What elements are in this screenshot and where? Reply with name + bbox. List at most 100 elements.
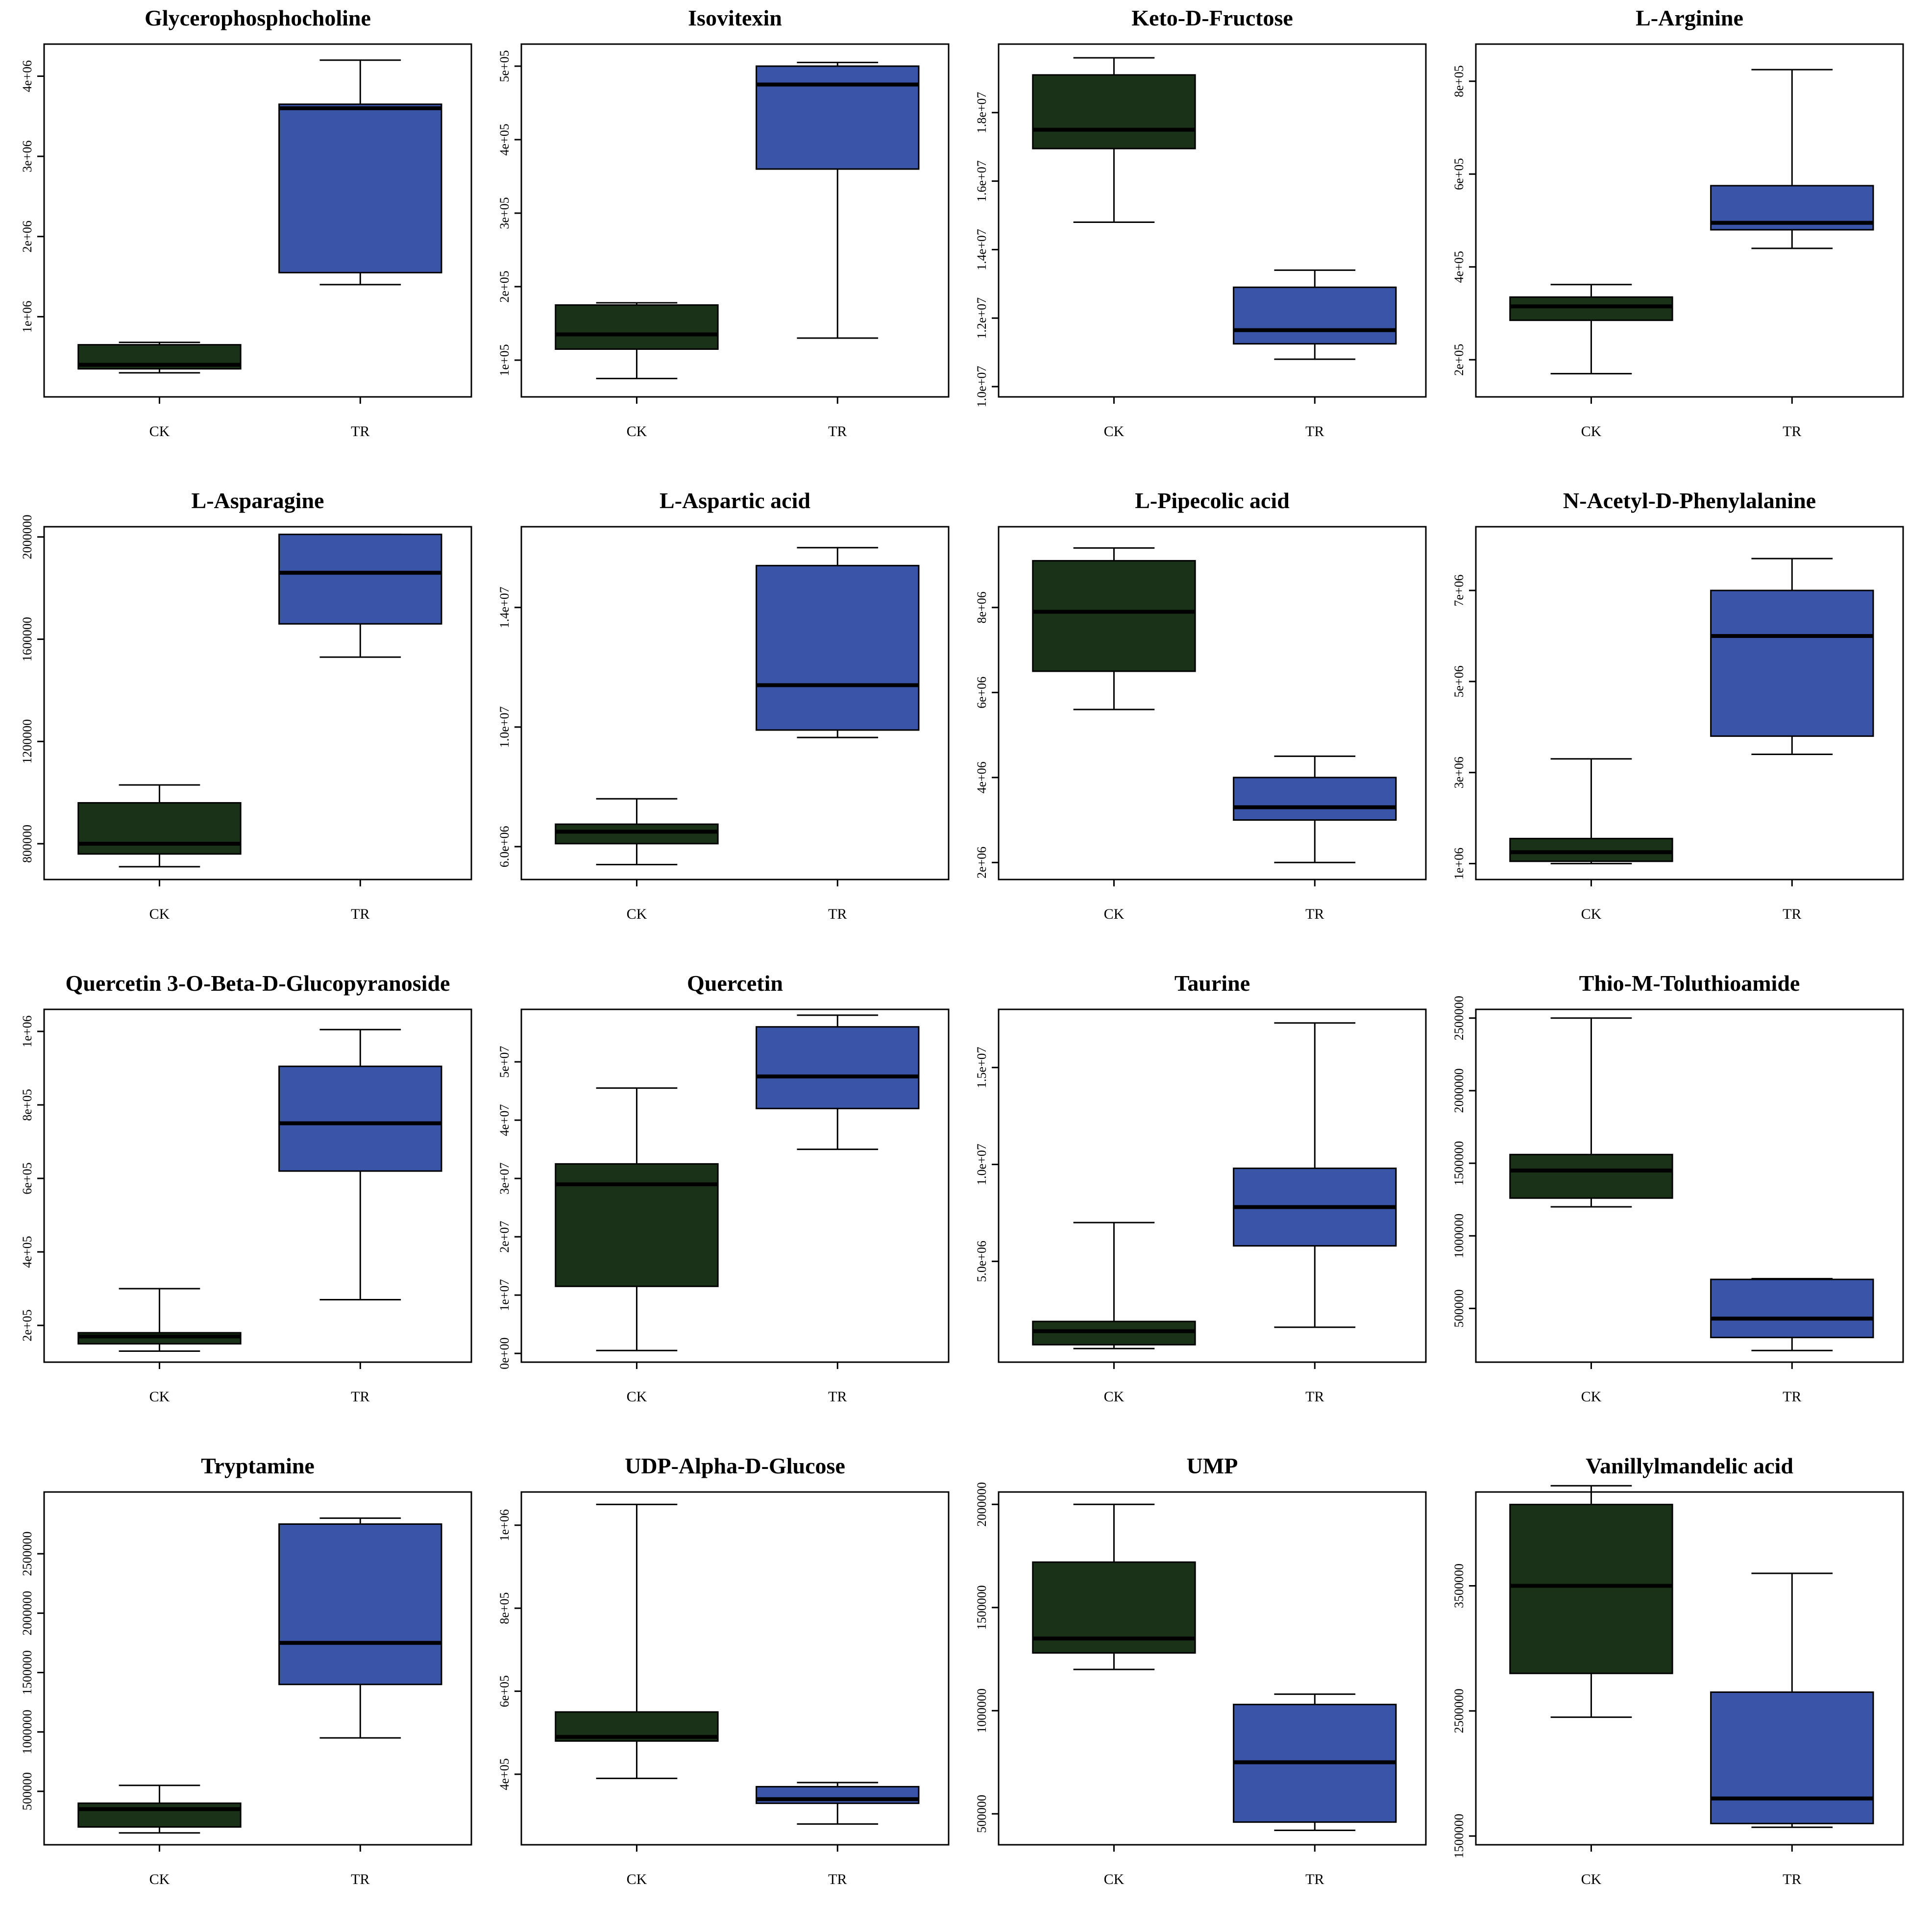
- y-tick-label: 1.4e+07: [975, 229, 989, 270]
- y-tick-label: 2500000: [1452, 996, 1466, 1040]
- boxplot-panel: Vanillylmandelic acid 1500000 2500000 35000…: [1452, 1453, 1904, 1887]
- boxplot-panel: Keto-D-Fructose 1.0e+07 1.2e+07 1.4e+07 1.6e…: [975, 5, 1427, 440]
- category-label: CK: [1581, 906, 1602, 922]
- y-tick-label: 4e+06: [20, 60, 34, 92]
- category-label: CK: [1581, 1389, 1602, 1405]
- y-tick-label: 500000: [20, 1772, 34, 1810]
- plot-frame: [1475, 1008, 1904, 1363]
- y-tick-label: 3e+07: [497, 1163, 512, 1195]
- y-tick-label: 1500000: [20, 1650, 34, 1695]
- y-tick-label: 1.2e+07: [975, 297, 989, 339]
- box-tr: [1710, 1691, 1874, 1825]
- plot-frame: [520, 43, 950, 398]
- y-tick-label: 5e+07: [497, 1046, 512, 1078]
- y-tick-label: 1000000: [1452, 1214, 1466, 1258]
- y-tick-label: 2000000: [975, 1482, 989, 1527]
- y-tick-label: 1000000: [20, 1710, 34, 1754]
- y-tick-label: 500000: [1452, 1289, 1466, 1327]
- y-tick-label: 1500000: [1452, 1141, 1466, 1186]
- category-label: TR: [828, 423, 847, 440]
- category-label: CK: [627, 1871, 647, 1887]
- category-label: CK: [1104, 423, 1125, 440]
- boxplot-panel: Taurine 5.0e+06 1.0e+07 1.5e+07 CK TR: [975, 971, 1427, 1405]
- plot-frame: [43, 526, 472, 880]
- category-label: TR: [351, 1871, 369, 1887]
- box-ck: [555, 304, 719, 350]
- y-tick-label: 4e+07: [497, 1104, 512, 1136]
- y-tick-label: 8e+05: [1452, 65, 1466, 97]
- panel-title: L-Pipecolic acid: [1135, 488, 1290, 513]
- y-tick-label: 1000000: [975, 1688, 989, 1733]
- y-tick-label: 6e+05: [20, 1162, 34, 1194]
- plot-frame: [43, 1008, 472, 1363]
- box-ck: [1509, 1153, 1673, 1199]
- panel-title: L-Aspartic acid: [660, 488, 810, 513]
- box-ck: [1032, 560, 1196, 672]
- y-tick-label: 4e+05: [20, 1236, 34, 1268]
- box-tr: [1710, 589, 1874, 737]
- y-tick-label: 3e+05: [497, 197, 512, 229]
- category-label: TR: [828, 1871, 847, 1887]
- y-tick-label: 1e+06: [1452, 848, 1466, 880]
- box-tr: [756, 1026, 920, 1109]
- y-tick-label: 4e+06: [975, 761, 989, 793]
- y-tick-label: 1.0e+07: [497, 706, 512, 748]
- category-label: CK: [1104, 1871, 1125, 1887]
- panel-title: L-Asparagine: [192, 488, 324, 513]
- category-label: CK: [627, 423, 647, 440]
- y-tick-label: 1.5e+07: [975, 1047, 989, 1088]
- y-tick-label: 5.0e+06: [975, 1241, 989, 1282]
- y-tick-label: 5e+06: [1452, 665, 1466, 697]
- category-label: TR: [351, 1389, 369, 1405]
- y-tick-label: 6e+05: [1452, 158, 1466, 190]
- boxplot-panel: UMP 500000 1000000 1500000 2000000 CK TR: [975, 1453, 1427, 1887]
- category-label: TR: [1305, 906, 1324, 922]
- category-label: CK: [149, 1871, 170, 1887]
- y-tick-label: 2500000: [1452, 1688, 1466, 1733]
- y-tick-label: 1.6e+07: [975, 160, 989, 202]
- category-label: CK: [627, 906, 647, 922]
- y-tick-label: 3e+06: [1452, 757, 1466, 788]
- y-tick-label: 5e+05: [497, 50, 512, 82]
- y-tick-label: 1e+06: [20, 301, 34, 333]
- y-tick-label: 1e+06: [497, 1509, 512, 1541]
- box-ck: [555, 1163, 719, 1287]
- category-label: TR: [828, 1389, 847, 1405]
- box-ck: [1032, 74, 1196, 149]
- panel-title: Quercetin 3-O-Beta-D-Glucopyranoside: [66, 971, 450, 996]
- y-tick-label: 1e+07: [497, 1279, 512, 1311]
- y-tick-label: 8e+06: [975, 591, 989, 623]
- box-tr: [756, 65, 920, 170]
- category-label: CK: [149, 423, 170, 440]
- panel-title: N-Acetyl-D-Phenylalanine: [1563, 488, 1816, 513]
- boxplot-panel: L-Arginine 2e+05 4e+05 6e+05 8e+05 CK TR: [1452, 5, 1904, 440]
- panel-title: Quercetin: [687, 971, 783, 996]
- plot-frame: [1475, 43, 1904, 398]
- panel-title: L-Arginine: [1636, 5, 1743, 30]
- boxplot-panel: Quercetin 0e+00 1e+07 2e+07 3e+07 4e+07 5e+07 C…: [497, 971, 950, 1405]
- category-label: TR: [1783, 1389, 1801, 1405]
- y-tick-label: 1e+06: [20, 1015, 34, 1047]
- y-tick-label: 7e+06: [1452, 574, 1466, 606]
- panel-title: Keto-D-Fructose: [1131, 5, 1293, 30]
- y-tick-label: 2000000: [1452, 1068, 1466, 1113]
- box-tr: [1710, 1278, 1874, 1339]
- boxplot-panel: L-Pipecolic acid 2e+06 4e+06 6e+06 8e+06 CK TR: [975, 488, 1427, 922]
- category-label: TR: [351, 423, 369, 440]
- y-tick-label: 1200000: [20, 719, 34, 764]
- y-tick-label: 6e+05: [497, 1675, 512, 1707]
- box-tr: [278, 103, 442, 273]
- y-tick-label: 2e+05: [1452, 344, 1466, 376]
- box-tr: [1233, 286, 1397, 345]
- y-tick-label: 4e+05: [497, 1758, 512, 1790]
- y-tick-label: 2e+07: [497, 1221, 512, 1253]
- y-tick-label: 3e+06: [20, 140, 34, 172]
- category-label: CK: [1581, 1871, 1602, 1887]
- boxplot-panel: Glycerophosphocholine 1e+06 2e+06 3e+06 4e+0…: [20, 5, 472, 440]
- category-label: CK: [149, 906, 170, 922]
- boxplot-panel: N-Acetyl-D-Phenylalanine 1e+06 3e+06 5e+06 7…: [1452, 488, 1904, 922]
- y-tick-label: 8e+05: [497, 1592, 512, 1624]
- y-tick-label: 0e+00: [497, 1338, 512, 1370]
- category-label: TR: [1783, 423, 1801, 440]
- y-tick-label: 1500000: [1452, 1814, 1466, 1859]
